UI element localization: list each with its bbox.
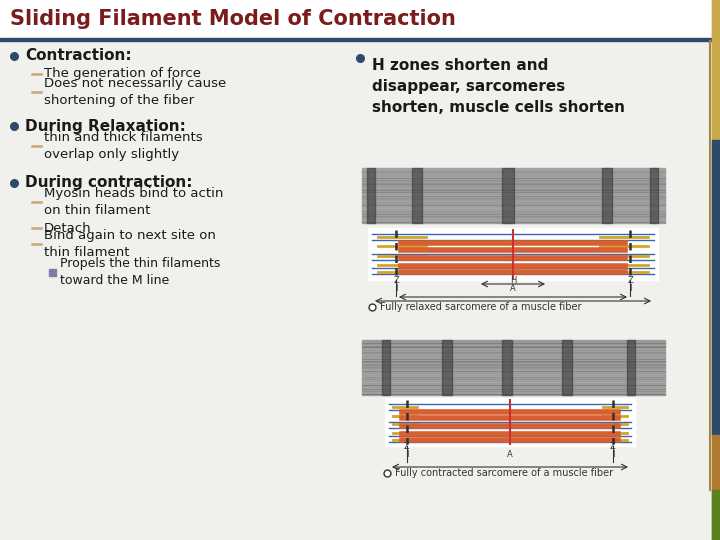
Bar (627, 340, 635, 395)
Text: Propels the thin filaments
toward the M line: Propels the thin filaments toward the M … (60, 257, 220, 287)
Text: During contraction:: During contraction: (25, 176, 192, 191)
Bar (367, 168, 375, 223)
Text: A: A (510, 284, 516, 293)
Bar (502, 168, 514, 223)
Text: Myosin heads bind to actin
on thin filament: Myosin heads bind to actin on thin filam… (44, 187, 223, 217)
Bar (712, 435, 720, 490)
Bar (712, 140, 720, 435)
Text: During Relaxation:: During Relaxation: (25, 118, 186, 133)
Bar (712, 490, 720, 540)
Text: Z: Z (627, 276, 633, 285)
Text: I: I (629, 284, 631, 293)
Bar (602, 168, 612, 223)
Bar (0, 38, 720, 41)
Text: Bind again to next site on
thin filament: Bind again to next site on thin filament (44, 229, 216, 259)
Text: Does not necessarily cause
shortening of the fiber: Does not necessarily cause shortening of… (44, 77, 226, 107)
Text: I: I (395, 284, 397, 293)
Bar (48, 268, 55, 275)
Text: A: A (507, 450, 513, 459)
Bar (712, 0, 720, 140)
Bar (442, 340, 452, 395)
Text: Sliding Filament Model of Contraction: Sliding Filament Model of Contraction (10, 9, 456, 29)
Text: thin and thick filaments
overlap only slightly: thin and thick filaments overlap only sl… (44, 131, 202, 161)
Bar (362, 340, 665, 395)
Text: H zones shorten and
disappear, sarcomeres
shorten, muscle cells shorten: H zones shorten and disappear, sarcomere… (372, 58, 625, 115)
Bar (502, 340, 512, 395)
Bar (362, 168, 665, 223)
Bar (712, 140, 720, 435)
Bar (382, 340, 390, 395)
Text: Contraction:: Contraction: (25, 49, 132, 64)
Text: The generation of force: The generation of force (44, 68, 201, 80)
Text: H: H (510, 276, 516, 285)
Text: I: I (612, 450, 614, 459)
Text: Fully relaxed sarcomere of a muscle fiber: Fully relaxed sarcomere of a muscle fibe… (380, 302, 582, 312)
Bar (0, 0, 720, 38)
Text: Z: Z (393, 276, 399, 285)
Text: Detach: Detach (44, 221, 91, 234)
Bar (385, 398, 635, 446)
Bar (712, 490, 720, 540)
Bar (712, 435, 720, 490)
Bar (368, 228, 658, 280)
Text: I: I (406, 450, 408, 459)
Text: Z: Z (610, 442, 616, 451)
Text: Fully contracted sarcomere of a muscle fiber: Fully contracted sarcomere of a muscle f… (395, 468, 613, 478)
Bar (712, 0, 720, 140)
Bar (412, 168, 422, 223)
Bar (650, 168, 658, 223)
Bar (562, 340, 572, 395)
Text: Z: Z (404, 442, 410, 451)
